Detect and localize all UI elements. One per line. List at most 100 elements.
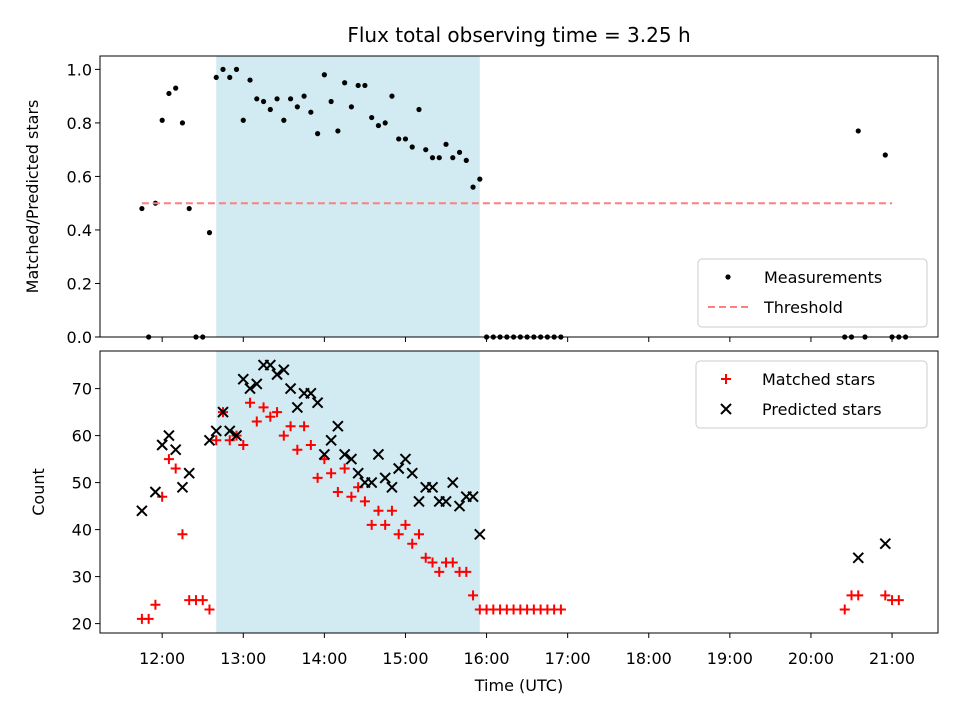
measurement-point (139, 205, 145, 212)
y-tick-label: 20 (72, 615, 92, 634)
predicted-stars-point (237, 373, 249, 385)
measurement-point (456, 149, 463, 155)
matched-stars-point (163, 454, 174, 465)
legend-predicted-swatch (720, 403, 732, 415)
predicted-stars-point (291, 401, 304, 414)
predicted-stars-point (352, 467, 364, 479)
predicted-stars-point (338, 448, 351, 461)
axes-frame (99, 55, 939, 338)
predicted-stars-point (318, 448, 331, 461)
highlight-span (216, 351, 480, 633)
predicted-stars-point (271, 368, 283, 381)
matched-stars-point (204, 604, 215, 615)
measurement-point (477, 176, 483, 182)
y-tick-label: 0.6 (67, 167, 92, 186)
matched-stars-point (265, 411, 276, 422)
matched-stars-point (197, 595, 208, 606)
x-axis-label: Time (UTC) (474, 676, 563, 695)
measurement-point (416, 106, 422, 113)
matched-stars-point (880, 590, 891, 601)
matched-stars-point (346, 491, 357, 502)
legend: Measurements Threshold (697, 258, 928, 328)
matched-stars-point (839, 604, 850, 615)
measurement-point (402, 136, 409, 142)
measurement-point (274, 96, 280, 102)
measurement-point (213, 74, 219, 81)
matched-stars-point (893, 595, 904, 606)
matched-stars-point (420, 552, 431, 563)
measurement-point (382, 120, 388, 126)
measurement-point (159, 117, 165, 123)
ratio-panel: 0.0 0.2 0.4 0.6 0.8 1.0 Matched/Predicted star… (23, 55, 939, 347)
measurement-point (335, 128, 341, 134)
matched-stars-point (326, 468, 337, 479)
predicted-stars-point (332, 420, 344, 432)
measurement-point (409, 144, 415, 150)
y-tick-label: 0.2 (67, 274, 92, 293)
measurement-point (287, 96, 294, 102)
matched-stars-point (211, 435, 222, 446)
measurement-point (206, 230, 213, 236)
legend-entry-label: Predicted stars (762, 400, 882, 419)
chart-title: Flux total observing time = 3.25 h (347, 23, 690, 47)
predicted-stars-point (264, 359, 277, 371)
measurement-point (179, 120, 186, 126)
x-tick-label: 18:00 (626, 649, 672, 668)
x-axis: 12:00 13:00 14:00 15:00 16:00 17:00 18:00 19:00… (139, 649, 915, 668)
measurement-point (362, 82, 368, 89)
y-tick-label: 50 (72, 474, 92, 493)
predicted-stars-point (244, 382, 256, 395)
matched-stars-point (461, 566, 472, 577)
matched-stars-point (380, 519, 391, 530)
x-tick-label: 21:00 (869, 649, 915, 668)
measurement-point (186, 205, 192, 212)
y-tick-label: 0.0 (67, 328, 92, 347)
measurement-point (227, 74, 233, 81)
measurement-point (369, 114, 375, 121)
matched-stars-point (393, 529, 404, 540)
measurement-point (436, 155, 442, 161)
matched-stars-point (386, 505, 397, 516)
y-tick-label: 0.8 (67, 114, 92, 133)
predicted-stars-point (447, 476, 459, 489)
predicted-stars-point (467, 490, 479, 503)
measurement-point (308, 109, 314, 115)
matched-stars-point (407, 538, 418, 549)
predicted-stars-point (440, 495, 452, 508)
legend-box (697, 258, 928, 328)
legend-entry-label: Measurements (764, 268, 882, 287)
measurement-point (443, 141, 449, 147)
x-tick-label: 12:00 (139, 649, 185, 668)
measurement-point (233, 66, 240, 72)
x-tick-label: 14:00 (301, 649, 347, 668)
measurement-point (375, 122, 382, 129)
measurement-point (247, 77, 253, 83)
legend-box (695, 360, 928, 429)
predicted-stars-point (311, 396, 324, 409)
matched-stars-point (427, 557, 438, 568)
predicted-stars-point (325, 434, 337, 447)
y-tick-label: 1.0 (67, 60, 92, 79)
matched-stars-point (853, 590, 864, 601)
predicted-stars-point (453, 500, 466, 512)
x-tick-label: 15:00 (382, 649, 428, 668)
measurement-point (855, 128, 861, 134)
measurement-point (882, 152, 888, 158)
matched-stars-point (177, 529, 188, 540)
measurement-point (294, 104, 300, 110)
predicted-stars-point (183, 467, 195, 479)
predicted-stars-point (879, 537, 891, 550)
matched-stars-point (238, 440, 249, 450)
y-axis-label: Count (29, 468, 48, 516)
matched-stars-point (170, 463, 181, 474)
predicted-stars-point (224, 425, 236, 437)
matched-stars-point (359, 496, 370, 507)
matched-stars-point (447, 557, 458, 568)
measurement-point (348, 104, 354, 110)
predicted-stars-point (426, 481, 439, 494)
matched-stars-point (285, 421, 296, 432)
matched-stars-point (150, 599, 161, 610)
predicted-stars-point (365, 476, 378, 489)
matched-stars-point (339, 463, 350, 474)
matched-stars-point (292, 444, 303, 455)
